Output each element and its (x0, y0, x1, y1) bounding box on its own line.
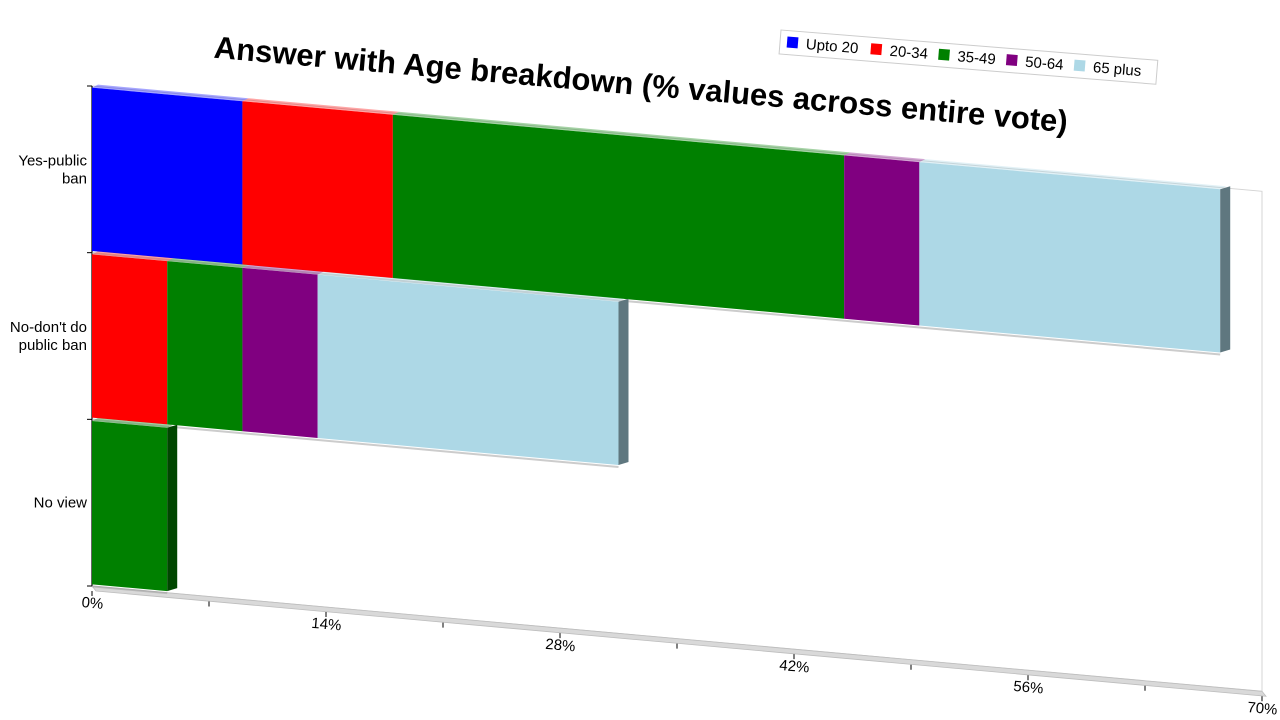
bar-segment-65-plus-row-0 (919, 162, 1221, 353)
x-axis: 0% 14% 28% 42% 56% 70% (81, 591, 1278, 719)
legend-label: 35-49 (957, 48, 997, 68)
category-label-line: Yes-public (18, 152, 87, 169)
legend-swatch (786, 36, 799, 49)
category-label-line: No-don't do (10, 319, 87, 336)
bar-segment-upto-20-row-0 (92, 87, 243, 265)
legend-label: 65 plus (1092, 59, 1142, 80)
legend-label: 50-64 (1025, 54, 1065, 74)
category-label: No view (34, 495, 88, 512)
bars-layer (91, 84, 1231, 595)
x-tick-label: 42% (779, 657, 810, 677)
category-label-line: ban (62, 170, 87, 187)
bar-top-face (92, 251, 174, 262)
x-tick-label: 56% (1013, 678, 1044, 698)
x-tick-label: 0% (81, 594, 104, 613)
bar-top-face (392, 111, 851, 156)
bar-segment-65-plus-row-1 (317, 274, 619, 466)
legend: Upto 20 20-34 35-49 50-64 65 plus (778, 29, 1159, 85)
bar-top-face (919, 159, 1227, 190)
bar-segment-20-34-row-0 (242, 101, 393, 279)
bar-segment-50-64-row-1 (242, 267, 318, 438)
bar-end-face (167, 424, 178, 592)
bar-top-face (92, 84, 249, 102)
category-label-line: No view (34, 495, 88, 512)
bar-row-0 (91, 84, 1231, 356)
legend-swatch (938, 48, 950, 61)
bar-row-1 (91, 251, 629, 469)
bar-segment-35-49-row-1 (167, 261, 243, 432)
x-tick-label: 14% (311, 615, 342, 635)
bar-segment-35-49-row-0 (392, 114, 845, 319)
bar-top-face (242, 264, 324, 275)
bar-top-face (242, 98, 399, 115)
bar-top-face (167, 258, 249, 268)
bar-shadow (91, 585, 168, 595)
category-label-line: public ban (19, 337, 87, 354)
bar-segment-20-34-row-1 (92, 254, 168, 425)
legend-swatch (870, 43, 883, 56)
bar-end-face (1220, 186, 1231, 353)
bar-row-2 (91, 418, 178, 595)
x-tick-label: 28% (545, 636, 576, 656)
bar-top-face (317, 271, 625, 302)
legend-swatch (1005, 54, 1018, 67)
bar-shadow (91, 252, 1221, 356)
legend-label: 20-34 (889, 43, 929, 63)
legend-swatch (1073, 59, 1086, 72)
bar-segment-35-49-row-2 (92, 421, 168, 592)
bar-top-face (844, 152, 926, 163)
axis-floor (91, 585, 1267, 697)
bar-segment-50-64-row-0 (844, 155, 920, 326)
legend-label: Upto 20 (805, 36, 859, 57)
x-tick-label: 70% (1247, 699, 1278, 719)
bar-end-face (618, 298, 629, 466)
bar-shadow (91, 418, 619, 469)
bar-top-face (92, 418, 174, 428)
